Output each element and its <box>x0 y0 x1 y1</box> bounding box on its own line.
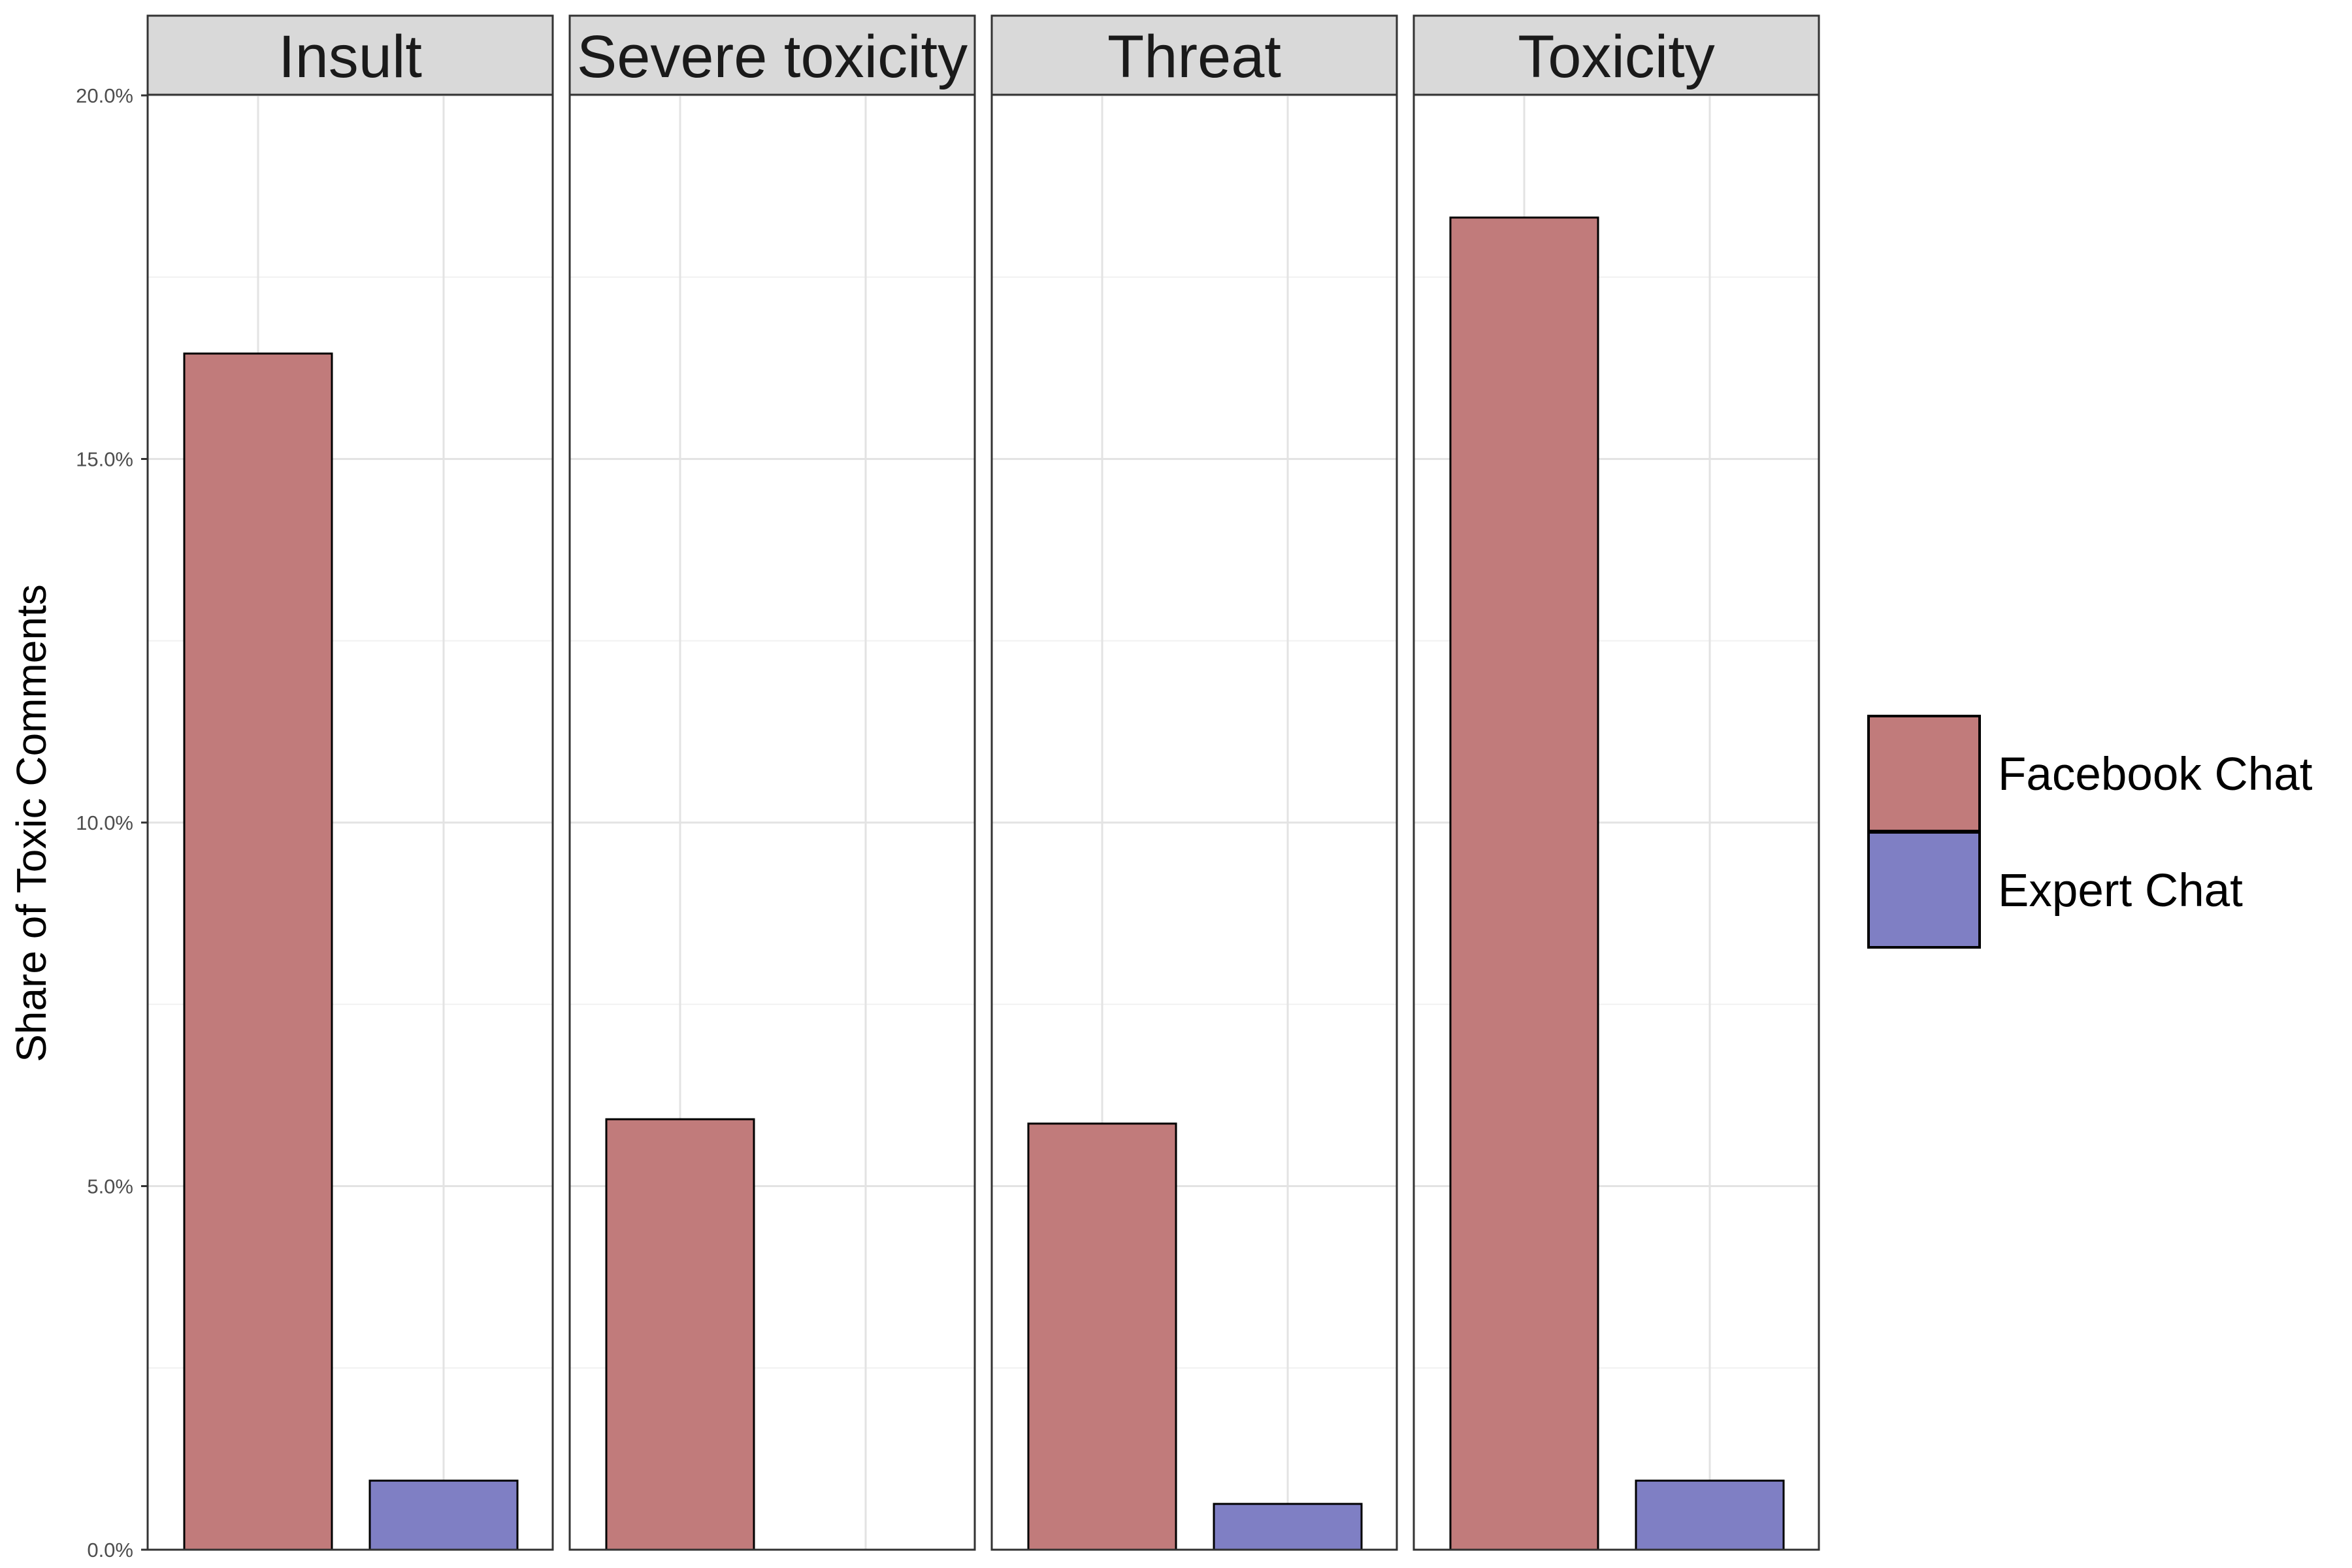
facet-title: Toxicity <box>1518 24 1715 90</box>
facet-strip <box>1413 14 1820 96</box>
facet-panel: Threat <box>990 14 1398 1551</box>
legend: Facebook Chat Expert Chat <box>1867 715 2313 949</box>
facet-title: Insult <box>278 24 422 90</box>
legend-item: Expert Chat <box>1867 831 2243 949</box>
bar-facebook-chat <box>183 352 333 1551</box>
y-axis-title: Share of Toxic Comments <box>8 584 55 1062</box>
legend-label: Expert Chat <box>1998 865 2243 917</box>
facet-strip <box>568 14 976 96</box>
bar-facebook-chat <box>605 1118 755 1551</box>
facet-title: Severe toxicity <box>577 24 968 90</box>
facet-panel: Toxicity <box>1413 14 1820 1551</box>
y-tick-label: 15.0% <box>76 448 133 471</box>
facet-panel: Severe toxicity <box>568 14 976 1551</box>
bar-facebook-chat <box>1027 1122 1177 1551</box>
y-tick-label: 20.0% <box>76 84 133 107</box>
y-axis: 0.0% 5.0% 10.0% 15.0% 20.0% <box>76 84 148 1561</box>
legend-item: Facebook Chat <box>1867 715 2313 832</box>
facet-strip <box>146 14 554 96</box>
y-tick-label: 0.0% <box>87 1539 133 1561</box>
facet-strip <box>990 14 1398 96</box>
legend-label: Facebook Chat <box>1998 749 2313 800</box>
facet-title: Threat <box>1107 24 1281 90</box>
y-tick-label: 5.0% <box>87 1175 133 1198</box>
y-tick-label: 10.0% <box>76 811 133 834</box>
bar-facebook-chat <box>1449 216 1599 1551</box>
facet-panels: Insult Severe toxicity Threat Toxicity <box>146 14 1820 1551</box>
bar-expert-chat <box>368 1479 519 1551</box>
legend-key <box>1867 715 1981 832</box>
bar-expert-chat <box>1635 1479 1785 1551</box>
legend-key <box>1867 831 1981 949</box>
facet-panel: Insult <box>146 14 554 1551</box>
bar-expert-chat <box>1213 1503 1363 1551</box>
